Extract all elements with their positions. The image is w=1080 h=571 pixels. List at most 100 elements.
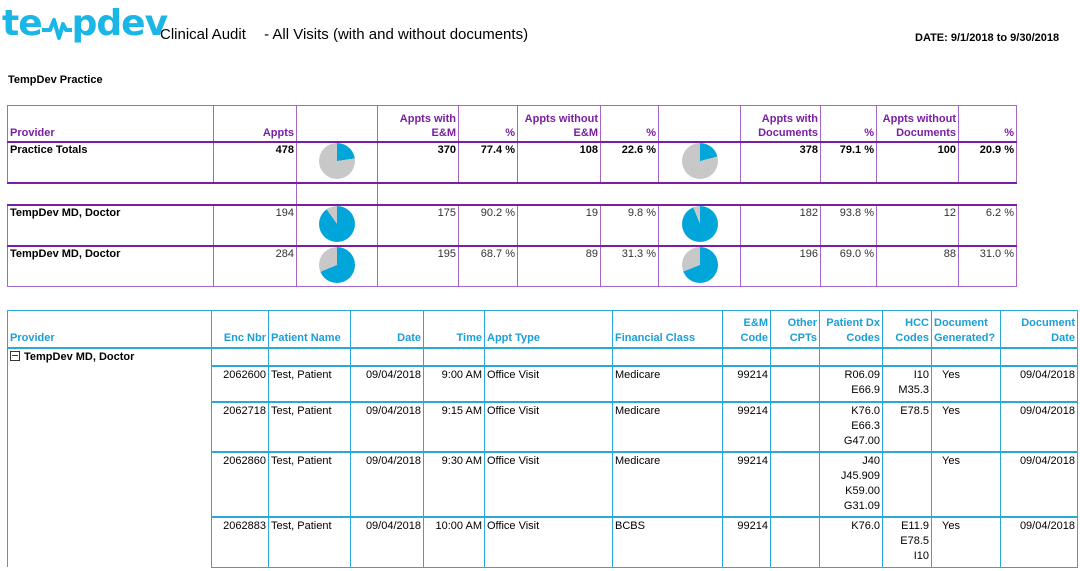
col-with-em-pct: % [458, 105, 518, 143]
patient-name: Test, Patient [268, 516, 351, 568]
provider-summary-row: TempDev MD, Doctor 194 175 90.2 % 19 9.8… [7, 204, 1017, 247]
provider-with-em-pct: 68.7 % [458, 245, 518, 287]
appt-type: Office Visit [484, 365, 613, 403]
em-pie-chart [319, 143, 355, 179]
summary-header-row: Provider Appts Appts with E&M % Appts wi… [7, 105, 1017, 143]
provider-with-docs: 182 [740, 204, 821, 247]
provider-with-docs-pct: 93.8 % [820, 204, 877, 247]
financial-class: Medicare [612, 401, 723, 453]
patient-name: Test, Patient [268, 401, 351, 453]
document-generated: Yes [931, 401, 1001, 453]
col-without-docs-pct: % [958, 105, 1017, 143]
provider-name: TempDev MD, Doctor [7, 204, 214, 247]
visit-row: 2062600 Test, Patient 09/04/2018 9:00 AM… [8, 365, 1078, 403]
totals-without-docs: 100 [876, 141, 959, 184]
visit-time: 9:15 AM [423, 401, 485, 453]
patient-name: Test, Patient [268, 451, 351, 518]
collapse-icon[interactable] [10, 351, 20, 362]
totals-with-docs-pct: 79.1 % [820, 141, 877, 184]
appt-type: Office Visit [484, 516, 613, 568]
provider-without-docs-pct: 31.0 % [958, 245, 1017, 287]
doc-pie-chart [681, 206, 718, 242]
col-document-generated: Document Generated? [931, 310, 1001, 349]
col-time: Time [423, 310, 485, 349]
document-date: 09/04/2018 [1000, 365, 1078, 403]
col-with-docs-pct: % [820, 105, 877, 143]
spacer-row [7, 182, 1017, 206]
totals-with-em-pct: 77.4 % [458, 141, 518, 184]
hcc-codes: I10 M35.3 [882, 365, 932, 403]
totals-with-em: 370 [377, 141, 459, 184]
col-em-code: E&M Code [722, 310, 771, 349]
dx-codes: R06.09 E66.9 [819, 365, 883, 403]
document-date: 09/04/2018 [1000, 516, 1078, 568]
provider-without-docs: 88 [876, 245, 959, 287]
col-appts-with-em: Appts with E&M [377, 105, 459, 143]
provider-without-em: 89 [517, 245, 601, 287]
dx-codes: K76.0 [819, 516, 883, 568]
col-patient-name: Patient Name [268, 310, 351, 349]
enc-nbr: 2062883 [211, 516, 269, 568]
doc-pie-chart [681, 143, 718, 179]
logo-text-left: te [2, 3, 43, 44]
col-appts-without-em: Appts without E&M [517, 105, 601, 143]
hcc-codes [882, 451, 932, 518]
other-cpts [770, 516, 820, 568]
visit-time: 9:00 AM [423, 365, 485, 403]
visit-time: 9:30 AM [423, 451, 485, 518]
document-generated: Yes [931, 365, 1001, 403]
col-doc-pie [658, 105, 741, 143]
em-code: 99214 [722, 516, 771, 568]
col-appts: Appts [213, 105, 297, 143]
provider-group-cell[interactable]: TempDev MD, Doctor [7, 347, 212, 567]
col-patient-dx-codes: Patient Dx Codes [819, 310, 883, 349]
doc-pie-chart [681, 247, 718, 283]
em-code: 99214 [722, 365, 771, 403]
summary-table: Provider Appts Appts with E&M % Appts wi… [7, 105, 1017, 287]
provider-with-em: 175 [377, 204, 459, 247]
col-enc-nbr: Enc Nbr [211, 310, 269, 349]
document-date: 09/04/2018 [1000, 401, 1078, 453]
visit-row: 2062860 Test, Patient 09/04/2018 9:30 AM… [8, 451, 1078, 518]
provider-appts: 284 [213, 245, 297, 287]
provider-without-em-pct: 31.3 % [600, 245, 659, 287]
col-date: Date [350, 310, 424, 349]
report-title: Clinical Audit - All Visits (with and wi… [160, 26, 542, 43]
visit-date: 09/04/2018 [350, 365, 424, 403]
totals-with-docs: 378 [740, 141, 821, 184]
provider-with-em: 195 [377, 245, 459, 287]
provider-without-docs-pct: 6.2 % [958, 204, 1017, 247]
dx-codes: K76.0 E66.3 G47.00 [819, 401, 883, 453]
dx-codes: J40 J45.909 K59.00 G31.09 [819, 451, 883, 518]
visit-time: 10:00 AM [423, 516, 485, 568]
tempdev-logo: te pdev [2, 2, 168, 44]
provider-without-em: 19 [517, 204, 601, 247]
visit-row: 2062718 Test, Patient 09/04/2018 9:15 AM… [8, 401, 1078, 453]
enc-nbr: 2062718 [211, 401, 269, 453]
provider-with-docs: 196 [740, 245, 821, 287]
other-cpts [770, 365, 820, 403]
col-hcc-codes: HCC Codes [882, 310, 932, 349]
hcc-codes: E78.5 [882, 401, 932, 453]
logo-text-right: pdev [71, 3, 168, 44]
col-appts-with-docs: Appts with Documents [740, 105, 821, 143]
enc-nbr: 2062600 [211, 365, 269, 403]
appt-type: Office Visit [484, 451, 613, 518]
report-subtitle: - All Visits (with and without documents… [264, 26, 529, 43]
totals-without-docs-pct: 20.9 % [958, 141, 1017, 184]
col-financial-class: Financial Class [612, 310, 723, 349]
provider-without-em-pct: 9.8 % [600, 204, 659, 247]
detail-header-row: Provider Enc Nbr Patient Name Date Time … [7, 310, 1078, 349]
visit-date: 09/04/2018 [350, 401, 424, 453]
financial-class: Medicare [612, 451, 723, 518]
hcc-codes: E11.9 E78.5 I10 [882, 516, 932, 568]
appt-type: Office Visit [484, 401, 613, 453]
visit-date: 09/04/2018 [350, 516, 424, 568]
date-range: DATE: 9/1/2018 to 9/30/2018 [915, 32, 1060, 44]
col-appt-type: Appt Type [484, 310, 613, 349]
other-cpts [770, 451, 820, 518]
heartbeat-icon [41, 18, 72, 40]
report-title-main: Clinical Audit [160, 26, 246, 43]
visit-row: 2062883 Test, Patient 09/04/2018 10:00 A… [8, 516, 1078, 568]
enc-nbr: 2062860 [211, 451, 269, 518]
